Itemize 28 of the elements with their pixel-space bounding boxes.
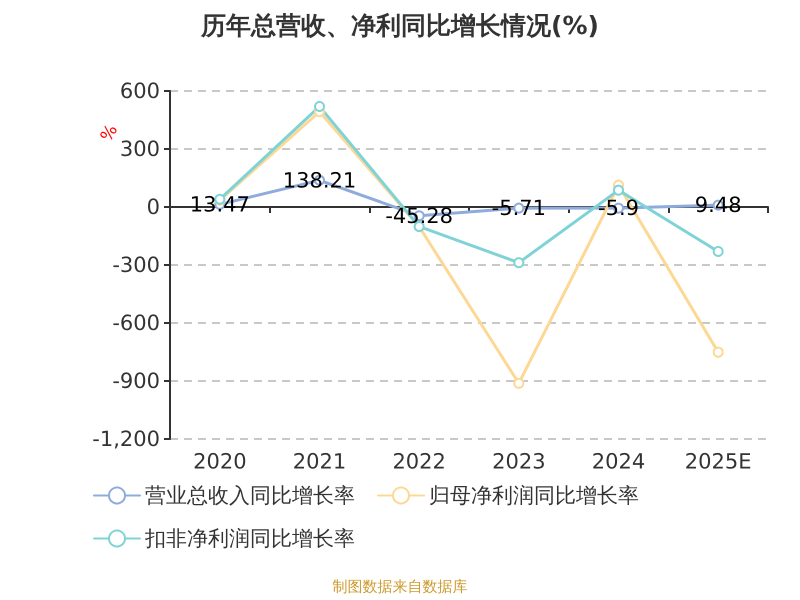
point [712, 246, 724, 257]
y-axis-title: % [96, 121, 122, 146]
legend-label: 营业总收入同比增长率 [145, 484, 355, 508]
legend-label: 归母净利润同比增长率 [429, 484, 639, 508]
y-tick-label: -1,200 [92, 427, 160, 451]
x-tick-label: 2023 [492, 450, 546, 474]
data-label: -45.28 [385, 204, 454, 228]
point [712, 346, 724, 358]
x-tick-label: 2025E [684, 450, 752, 474]
point [513, 378, 524, 389]
x-tick-label: 2021 [292, 450, 346, 474]
y-tick-label: 0 [146, 195, 160, 219]
y-tick-label: 300 [120, 137, 160, 161]
chart-title: 历年总营收、净利同比增长情况(%) [200, 11, 599, 40]
y-tick-label: -600 [112, 311, 160, 335]
point [513, 257, 524, 268]
point [613, 184, 624, 196]
data-label: 138.21 [282, 168, 356, 192]
text: 制图数据来自数据库 [332, 578, 468, 596]
data-label: -5.9 [598, 196, 639, 220]
y-tick-label: -300 [112, 253, 160, 277]
y-tick-label: 600 [120, 79, 160, 103]
point [314, 100, 325, 112]
y-tick-label: -900 [112, 369, 160, 393]
x-tick-label: 2020 [193, 450, 247, 474]
x-tick-label: 2024 [592, 450, 646, 474]
x-tick-label: 2022 [392, 450, 446, 474]
legend-label: 扣非净利润同比增长率 [144, 526, 355, 550]
